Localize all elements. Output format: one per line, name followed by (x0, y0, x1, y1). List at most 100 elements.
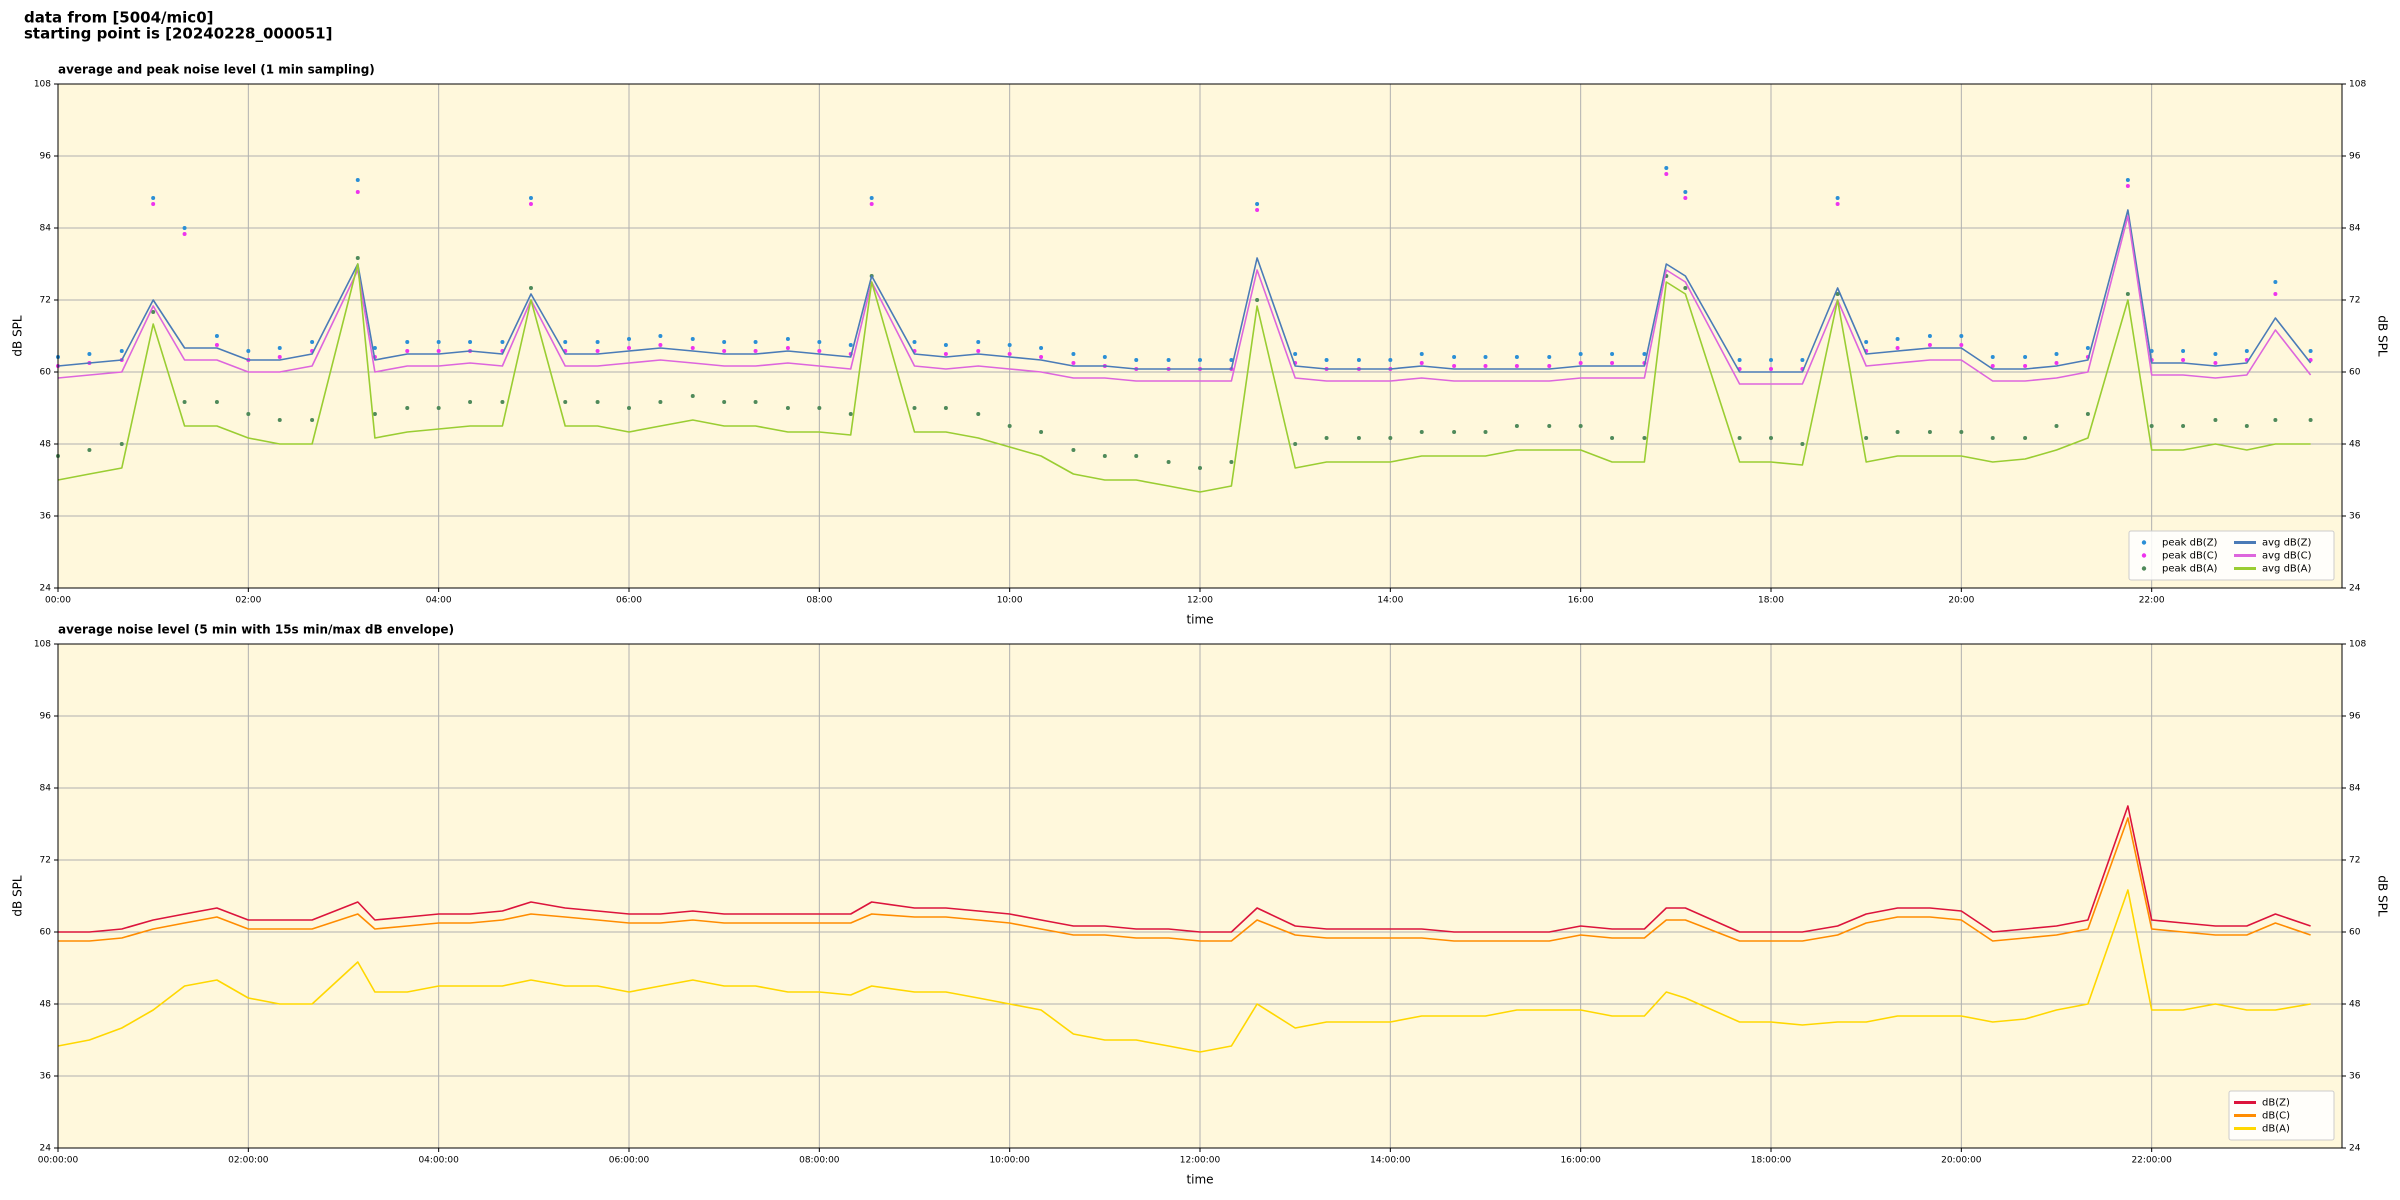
plot-frame (57, 643, 2343, 1149)
scatter-point (2054, 361, 2059, 365)
scatter-point (627, 406, 631, 410)
scatter-point (151, 202, 156, 206)
scatter-point (1547, 355, 1552, 359)
scatter-point (2308, 418, 2313, 422)
x-tick-label: 02:00:00 (228, 1156, 269, 1166)
scatter-point (817, 406, 822, 410)
x-tick-label: 16:00 (1568, 596, 1594, 606)
scatter-point (1229, 460, 1234, 464)
scatter-point (1895, 337, 1900, 341)
scatter-point (658, 343, 663, 347)
scatter-point (405, 349, 410, 353)
scatter-point (976, 340, 981, 344)
scatter-point (1419, 430, 1424, 434)
scatter-point (1293, 442, 1298, 446)
scatter-point (1071, 352, 1076, 356)
scatter-point (1071, 361, 1076, 365)
legend-label: avg dB(A) (2262, 564, 2312, 575)
chart: average noise level (5 min with 15s min/… (11, 623, 2390, 1187)
scatter-point (1483, 355, 1488, 359)
scatter-point (848, 343, 853, 347)
scatter-point (1452, 430, 1457, 434)
x-tick-label: 22:00:00 (2131, 1156, 2172, 1166)
scatter-point (355, 256, 360, 260)
scatter-point (182, 232, 187, 236)
scatter-point (1324, 358, 1329, 362)
chart: average and peak noise level (1 min samp… (11, 63, 2390, 627)
scatter-point (1007, 352, 1012, 356)
scatter-point (528, 286, 533, 290)
scatter-point (1102, 454, 1107, 458)
scatter-point (151, 196, 156, 200)
scatter-point (785, 346, 790, 350)
y-tick-label: 24 (2349, 1144, 2361, 1154)
y-tick-label: 36 (2349, 512, 2361, 522)
scatter-point (1356, 358, 1361, 362)
x-tick-label: 08:00:00 (799, 1156, 840, 1166)
scatter-point (310, 340, 315, 344)
scatter-point (1324, 436, 1329, 440)
scatter-point (1514, 355, 1519, 359)
scatter-point (2308, 349, 2313, 353)
scatter-point (1737, 358, 1742, 362)
legend-label: dB(A) (2262, 1124, 2290, 1135)
scatter-point (753, 349, 758, 353)
scatter-point (1578, 361, 1583, 365)
scatter-point (1769, 436, 1773, 440)
scatter-point (1419, 352, 1424, 356)
scatter-point (1664, 172, 1669, 176)
y-tick-label: 60 (40, 368, 52, 378)
x-tick-label: 02:00 (235, 596, 261, 606)
chart-title: average noise level (5 min with 15s min/… (58, 623, 454, 637)
x-tick-label: 00:00 (45, 596, 71, 606)
scatter-point (1800, 442, 1805, 446)
scatter-point (1356, 436, 1361, 440)
legend-label: dB(C) (2262, 1111, 2290, 1122)
scatter-point (1547, 424, 1552, 428)
scatter-point (277, 346, 282, 350)
legend-label: peak dB(Z) (2162, 538, 2218, 549)
y-tick-label: 96 (40, 712, 52, 722)
scatter-point (1039, 346, 1044, 350)
scatter-point (1514, 364, 1519, 368)
scatter-point (1864, 340, 1869, 344)
scatter-point (848, 412, 853, 416)
scatter-point (722, 340, 727, 344)
scatter-point (690, 337, 695, 341)
scatter-point (1610, 436, 1615, 440)
legend-label: avg dB(Z) (2262, 538, 2312, 549)
scatter-point (1959, 343, 1964, 347)
scatter-point (1959, 334, 1964, 338)
scatter-point (1927, 343, 1932, 347)
scatter-point (1990, 364, 1995, 368)
scatter-point (2085, 346, 2090, 350)
scatter-point (2054, 352, 2059, 356)
legend-label: peak dB(C) (2162, 551, 2218, 562)
scatter-point (912, 406, 917, 410)
x-tick-label: 06:00:00 (609, 1156, 650, 1166)
scatter-point (722, 400, 727, 404)
scatter-point (943, 352, 948, 356)
y-tick-label: 108 (2349, 640, 2366, 650)
x-tick-label: 20:00 (1948, 596, 1974, 606)
scatter-point (1835, 196, 1840, 200)
y-tick-label: 96 (2349, 712, 2361, 722)
y-tick-label: 108 (2349, 80, 2366, 90)
scatter-point (119, 442, 124, 446)
scatter-point (1255, 208, 1260, 212)
scatter-point (372, 412, 377, 416)
scatter-point (372, 346, 377, 350)
scatter-point (2023, 364, 2028, 368)
scatter-point (1835, 292, 1840, 296)
scatter-point (869, 202, 874, 206)
series-line (57, 209, 2312, 373)
scatter-point (119, 349, 124, 353)
y-tick-label: 96 (2349, 152, 2361, 162)
scatter-point (436, 406, 441, 410)
x-tick-label: 04:00:00 (418, 1156, 459, 1166)
y-tick-label: 60 (40, 928, 52, 938)
scatter-point (468, 340, 473, 344)
header-line: data from [5004/mic0] (24, 9, 214, 27)
y-tick-label: 60 (2349, 368, 2361, 378)
